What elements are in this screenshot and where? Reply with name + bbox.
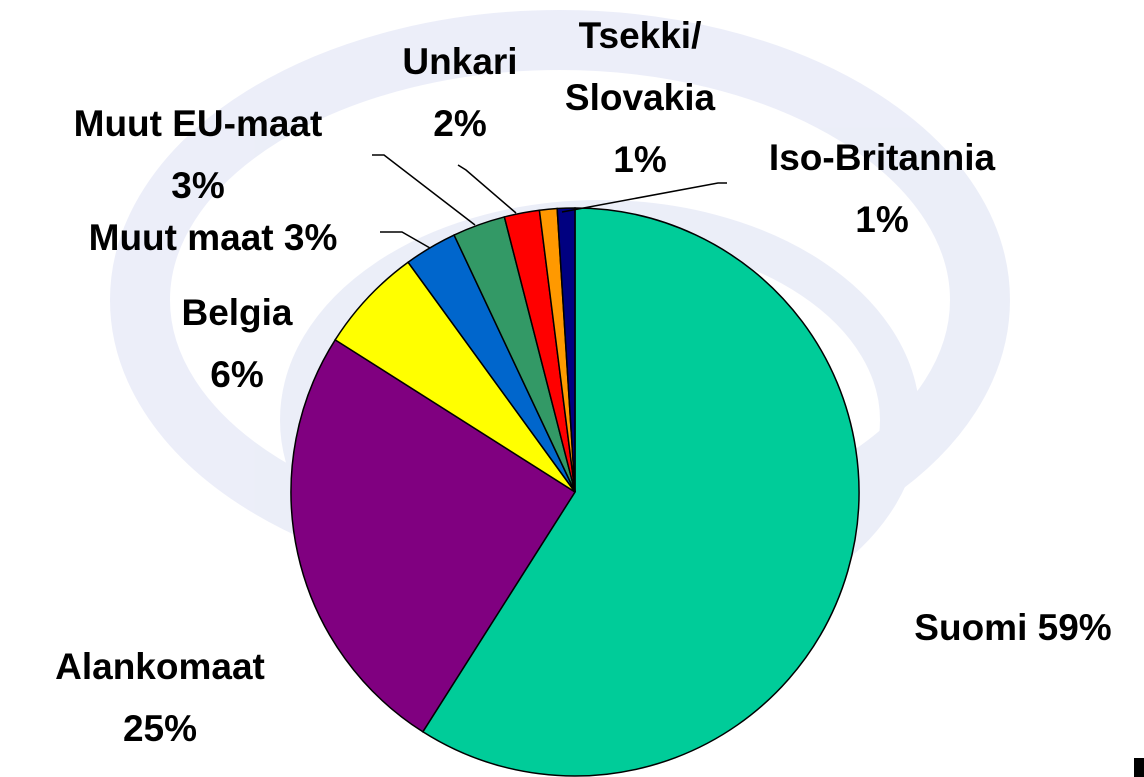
- leader-line: [380, 231, 431, 249]
- leader-line: [457, 164, 517, 214]
- data-label: Muut EU-maat 3%: [74, 93, 323, 217]
- pie-slice: [556, 207, 576, 493]
- data-label: Tsekki/ Slovakia 1%: [565, 5, 715, 191]
- leader-line: [372, 154, 476, 226]
- label-value: 25%: [122, 708, 198, 749]
- leader-lines: [372, 154, 727, 249]
- data-label: Iso-Britannia 1%: [769, 127, 995, 251]
- label-category: Muut EU-maat: [73, 103, 323, 144]
- label-category: Alankomaat: [55, 646, 265, 687]
- label-category: Tsekki/ Slovakia: [564, 15, 716, 118]
- pie-slice: [421, 207, 860, 777]
- label-value: 1%: [613, 139, 667, 180]
- label-category: Muut maat: [88, 217, 274, 258]
- pie: [290, 207, 860, 777]
- label-value: 59%: [1037, 607, 1112, 648]
- label-value: 3%: [171, 165, 225, 206]
- data-label: Belgia 6%: [181, 282, 292, 406]
- data-label: Suomi 59%: [914, 597, 1111, 659]
- label-category: Iso-Britannia: [768, 137, 996, 178]
- label-value: 1%: [855, 199, 909, 240]
- corner-mark: [1134, 758, 1144, 777]
- data-label: Muut maat 3%: [89, 207, 338, 269]
- data-label: Alankomaat 25%: [55, 636, 265, 760]
- label-category: Belgia: [181, 292, 293, 333]
- label-category: Suomi: [914, 607, 1028, 648]
- label-value: 2%: [433, 103, 487, 144]
- pie-slice: [290, 338, 577, 733]
- label-value: 6%: [210, 354, 264, 395]
- data-label: Unkari 2%: [402, 31, 517, 155]
- label-value: 3%: [283, 217, 338, 258]
- label-category: Unkari: [402, 41, 518, 82]
- leader-line: [561, 182, 727, 213]
